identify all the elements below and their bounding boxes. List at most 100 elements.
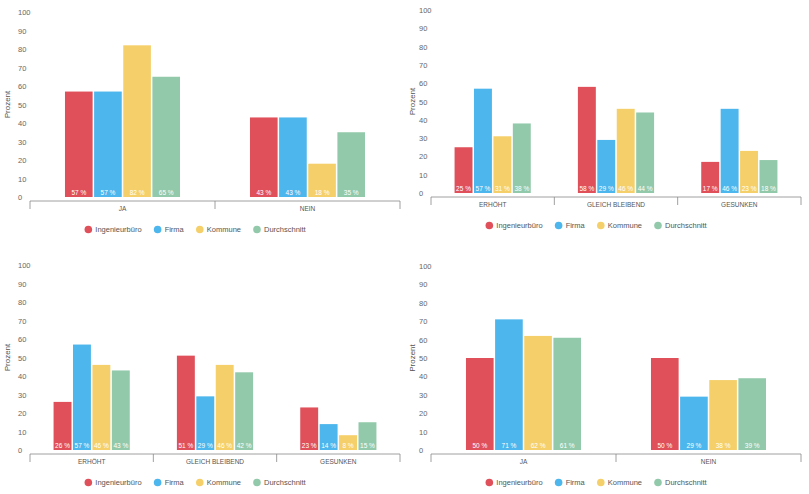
- legend: IngenieurbüroFirmaKommuneDurchschnitt: [85, 478, 307, 487]
- legend-label: Kommune: [207, 225, 241, 234]
- data-label: 29 %: [599, 185, 614, 192]
- bar: [455, 147, 473, 193]
- legend-item: Firma: [154, 225, 185, 234]
- x-tick-label: ERHÖHT: [479, 201, 506, 208]
- x-tick-label: GESUNKEN: [721, 201, 758, 208]
- y-axis-label: Prozent: [3, 343, 12, 371]
- y-tick-label: 50: [419, 354, 427, 363]
- y-tick-label: 50: [419, 98, 427, 107]
- y-tick-label: 70: [419, 61, 427, 70]
- y-tick-label: 100: [18, 8, 31, 17]
- bar: [123, 45, 151, 197]
- legend-item: Ingenieurbüro: [85, 225, 142, 234]
- y-tick-label: 60: [419, 336, 427, 345]
- y-tick-label: 30: [18, 391, 26, 400]
- y-tick-label: 80: [18, 298, 26, 307]
- data-label: 17 %: [703, 185, 718, 192]
- legend-label: Kommune: [608, 478, 642, 487]
- legend-label: Durchschnitt: [264, 478, 307, 487]
- y-tick-label: 50: [18, 101, 26, 110]
- y-tick-label: 90: [419, 24, 427, 33]
- bar: [339, 435, 357, 450]
- x-tick-label: JA: [119, 205, 127, 212]
- legend: IngenieurbüroFirmaKommuneDurchschnitt: [486, 478, 708, 487]
- y-tick-label: 80: [419, 299, 427, 308]
- data-label: 51 %: [178, 442, 193, 449]
- y-tick-label: 0: [18, 193, 22, 202]
- x-axis-divider: [30, 201, 31, 209]
- data-label: 14 %: [321, 442, 336, 449]
- data-labels: 25 %58 %17 %57 %29 %46 %31 %46 %23 %38 %…: [456, 185, 776, 192]
- bar: [524, 336, 552, 450]
- data-labels: 50 %50 %71 %29 %62 %38 %61 %39 %: [472, 442, 759, 449]
- x-axis-divider: [431, 454, 432, 462]
- bar: [112, 370, 130, 450]
- bar: [250, 117, 278, 197]
- legend-item: Firma: [555, 478, 586, 487]
- bar: [92, 365, 110, 450]
- bar: [466, 358, 494, 450]
- x-axis-divider: [215, 201, 216, 209]
- legend-item: Kommune: [196, 478, 241, 487]
- bars: [54, 345, 377, 450]
- y-tick-label: 40: [18, 372, 26, 381]
- legend-item: Durchschnitt: [654, 478, 707, 487]
- data-label: 46 %: [618, 185, 633, 192]
- y-tick-label: 50: [18, 354, 26, 363]
- data-label: 57 %: [75, 442, 90, 449]
- legend-label: Kommune: [207, 478, 241, 487]
- data-labels: 57 %43 %57 %43 %82 %18 %65 %35 %: [71, 189, 358, 196]
- x-tick-label: ERHÖHT: [78, 458, 105, 465]
- chart-panel: Prozent0102030405060708090100JANEINIngen…: [408, 262, 801, 487]
- x-axis-divider: [616, 454, 617, 462]
- data-label: 18 %: [315, 189, 330, 196]
- data-label: 46 %: [722, 185, 737, 192]
- bar: [94, 92, 122, 197]
- bar: [152, 77, 180, 197]
- y-tick-label: 40: [419, 372, 427, 381]
- data-label: 23 %: [302, 442, 317, 449]
- data-labels: 26 %51 %23 %57 %29 %14 %46 %46 %8 %43 %4…: [55, 442, 375, 449]
- data-label: 42 %: [237, 442, 252, 449]
- x-axis-line: [431, 197, 801, 198]
- bar: [578, 87, 596, 193]
- legend-swatch: [555, 222, 563, 230]
- legend-swatch: [555, 479, 563, 487]
- bar: [300, 407, 318, 450]
- data-label: 50 %: [472, 442, 487, 449]
- y-tick-label: 10: [18, 175, 26, 184]
- bar: [651, 358, 679, 450]
- data-label: 15 %: [360, 442, 375, 449]
- y-tick-label: 60: [18, 335, 26, 344]
- y-tick-label: 0: [419, 189, 423, 198]
- y-tick-label: 20: [419, 409, 427, 418]
- legend-swatch: [196, 226, 204, 234]
- legend-item: Firma: [555, 221, 586, 230]
- legend-label: Firma: [566, 478, 586, 487]
- chart-canvas: Prozent0102030405060708090100JANEINIngen…: [0, 0, 809, 494]
- y-tick-label: 30: [419, 391, 427, 400]
- legend-item: Durchschnitt: [654, 221, 707, 230]
- x-tick-label: GLEICH BLEIBEND: [587, 201, 645, 208]
- x-tick-label: GLEICH BLEIBEND: [186, 458, 244, 465]
- legend: IngenieurbüroFirmaKommuneDurchschnitt: [85, 225, 307, 234]
- legend-swatch: [154, 226, 162, 234]
- legend-swatch: [654, 222, 662, 230]
- y-tick-label: 100: [419, 6, 432, 15]
- y-tick-label: 90: [419, 280, 427, 289]
- legend-item: Ingenieurbüro: [85, 478, 142, 487]
- legend-label: Firma: [165, 225, 185, 234]
- x-axis-line: [30, 454, 400, 455]
- x-tick-label: GESUNKEN: [320, 458, 357, 465]
- y-tick-label: 20: [18, 409, 26, 418]
- bar: [721, 109, 739, 193]
- legend-swatch: [85, 479, 93, 487]
- legend-label: Durchschnitt: [665, 221, 708, 230]
- legend-swatch: [196, 479, 204, 487]
- bar: [495, 319, 523, 450]
- y-tick-label: 60: [18, 82, 26, 91]
- data-label: 50 %: [657, 442, 672, 449]
- bar: [597, 140, 615, 193]
- x-axis-divider: [30, 454, 31, 462]
- bar: [65, 92, 93, 197]
